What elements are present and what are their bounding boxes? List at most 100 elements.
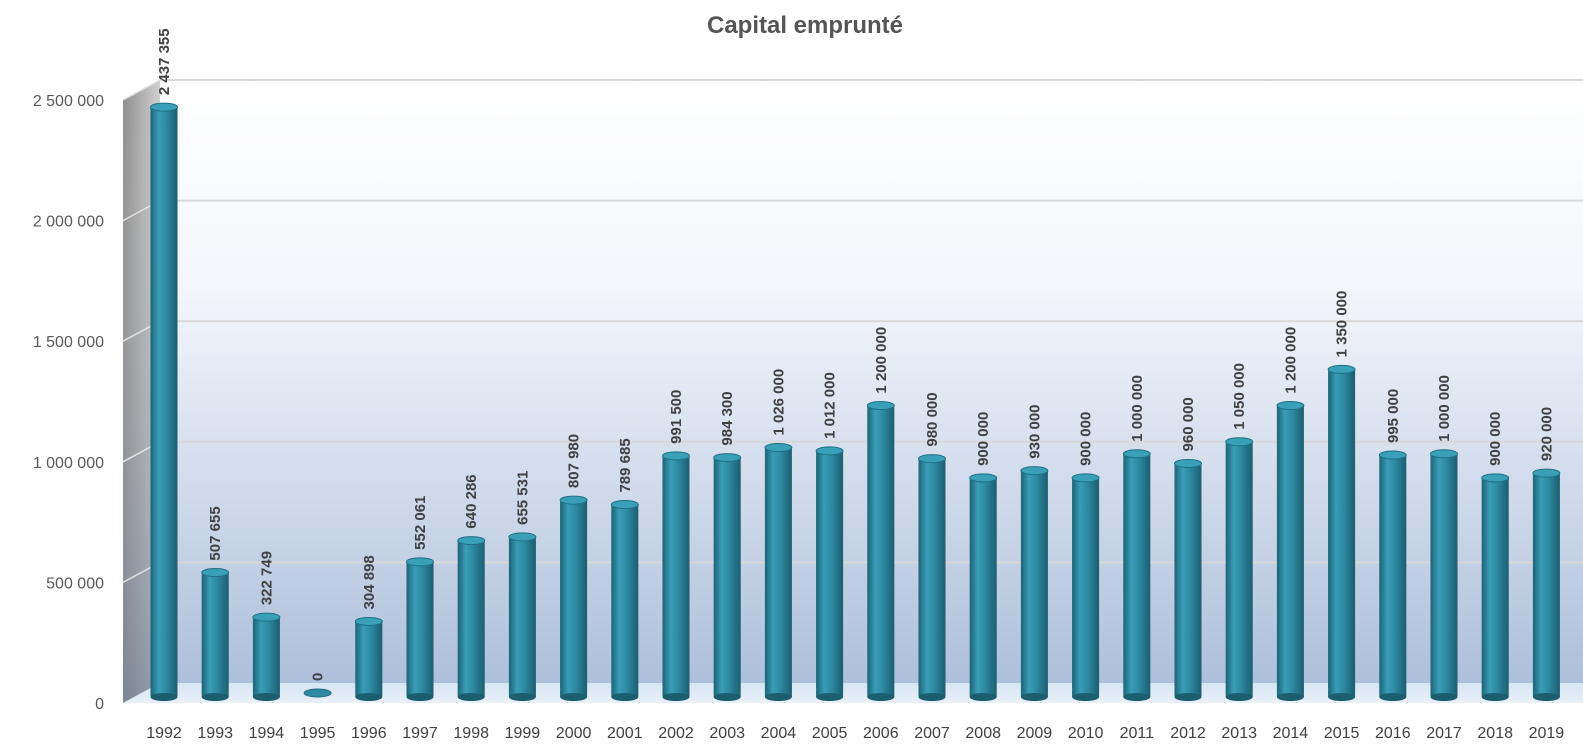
bar	[1020, 466, 1049, 701]
bar-base	[1174, 693, 1202, 701]
y-tick-label: 500 000	[46, 575, 104, 592]
bar-body	[1225, 441, 1253, 697]
bar-body	[201, 572, 229, 697]
bar	[252, 612, 281, 701]
gridline-side	[122, 79, 161, 101]
x-tick-label: 2018	[1477, 725, 1513, 742]
bar-top	[303, 688, 332, 698]
bar	[662, 451, 690, 701]
x-tick-label: 1993	[197, 725, 233, 742]
bar-top	[1276, 401, 1305, 411]
data-label: 1 026 000	[770, 369, 787, 436]
x-tick-label: 2019	[1529, 725, 1565, 742]
data-label: 0	[310, 673, 327, 681]
bar-base	[252, 693, 280, 701]
bar-base	[918, 693, 946, 701]
data-label: 1 000 000	[1436, 375, 1453, 442]
x-tick-label: 2001	[607, 725, 643, 742]
bar-base	[201, 693, 229, 701]
x-tick-label: 1998	[453, 725, 489, 742]
bar-top	[150, 102, 178, 112]
bar-base	[457, 693, 485, 701]
bar-body	[1379, 455, 1407, 697]
bar	[406, 557, 434, 701]
bar-base	[560, 693, 588, 701]
bar-base	[1532, 693, 1560, 701]
bar	[1327, 364, 1356, 701]
bar-body	[457, 540, 485, 697]
data-label: 995 000	[1385, 389, 1402, 443]
data-label: 304 898	[361, 555, 378, 609]
bar-base	[1020, 693, 1048, 701]
bar-base	[867, 693, 895, 701]
bar-base	[1123, 693, 1151, 701]
bar-top	[764, 443, 793, 453]
bar-body	[1328, 369, 1356, 697]
x-tick-label: 2017	[1426, 725, 1462, 742]
data-label: 1 000 000	[1129, 375, 1146, 442]
data-label: 991 500	[668, 390, 685, 444]
bar-body	[662, 455, 690, 697]
bar	[918, 454, 946, 701]
data-label: 960 000	[1180, 397, 1197, 451]
bar	[713, 453, 742, 701]
bar-base	[611, 693, 639, 701]
bar-body	[1430, 453, 1458, 697]
bar	[303, 688, 332, 698]
bar-body	[918, 458, 946, 697]
x-tick-label: 2009	[1017, 725, 1053, 742]
bar	[508, 532, 537, 701]
data-label: 2 437 355	[156, 28, 173, 95]
data-label: 1 200 000	[1282, 327, 1299, 394]
bar-top	[1174, 458, 1202, 468]
bar-top	[1122, 449, 1151, 459]
bar-base	[1430, 693, 1458, 701]
bar-base	[816, 693, 844, 701]
data-label: 552 061	[412, 496, 429, 550]
bar	[1532, 468, 1561, 701]
data-label: 1 350 000	[1334, 291, 1351, 358]
data-label: 640 286	[463, 474, 480, 528]
y-tick-label: 1 000 000	[33, 455, 104, 472]
bar	[1225, 437, 1254, 701]
x-tick-label: 1995	[300, 725, 336, 742]
bar-base	[662, 693, 690, 701]
x-tick-label: 2011	[1120, 725, 1155, 742]
bar-base	[1225, 693, 1253, 701]
bar-body	[508, 536, 536, 697]
chart-floor	[123, 683, 1583, 703]
data-label: 980 000	[924, 392, 941, 446]
bar-base	[508, 693, 536, 701]
y-tick-label: 2 500 000	[33, 93, 104, 110]
bar-top	[662, 451, 690, 461]
bar-base	[150, 693, 178, 701]
data-label: 900 000	[975, 412, 992, 466]
x-tick-label: 2003	[709, 725, 745, 742]
bar-base	[713, 693, 741, 701]
bar-base	[1379, 693, 1407, 701]
bar-top	[1430, 449, 1458, 459]
bar-base	[1328, 693, 1356, 701]
x-tick-label: 2005	[812, 725, 848, 742]
y-tick-label: 1 500 000	[33, 334, 104, 351]
bar-base	[406, 693, 434, 701]
x-tick-label: 2004	[761, 725, 797, 742]
x-tick-label: 2008	[965, 725, 1001, 742]
bar-top	[713, 453, 742, 463]
y-tick-label: 0	[95, 696, 104, 713]
bar	[1122, 449, 1151, 701]
bar	[1071, 473, 1100, 701]
bar	[457, 536, 486, 701]
bar-body	[1532, 473, 1560, 697]
bar-top	[1225, 437, 1254, 447]
data-label: 322 749	[258, 551, 275, 605]
x-tick-label: 2016	[1375, 725, 1411, 742]
bar	[866, 401, 895, 701]
bar-body	[355, 621, 383, 697]
data-label: 920 000	[1538, 407, 1555, 461]
bar	[1481, 473, 1510, 701]
bar	[559, 495, 588, 701]
bar-top	[1378, 450, 1407, 460]
x-tick-label: 1999	[505, 725, 541, 742]
